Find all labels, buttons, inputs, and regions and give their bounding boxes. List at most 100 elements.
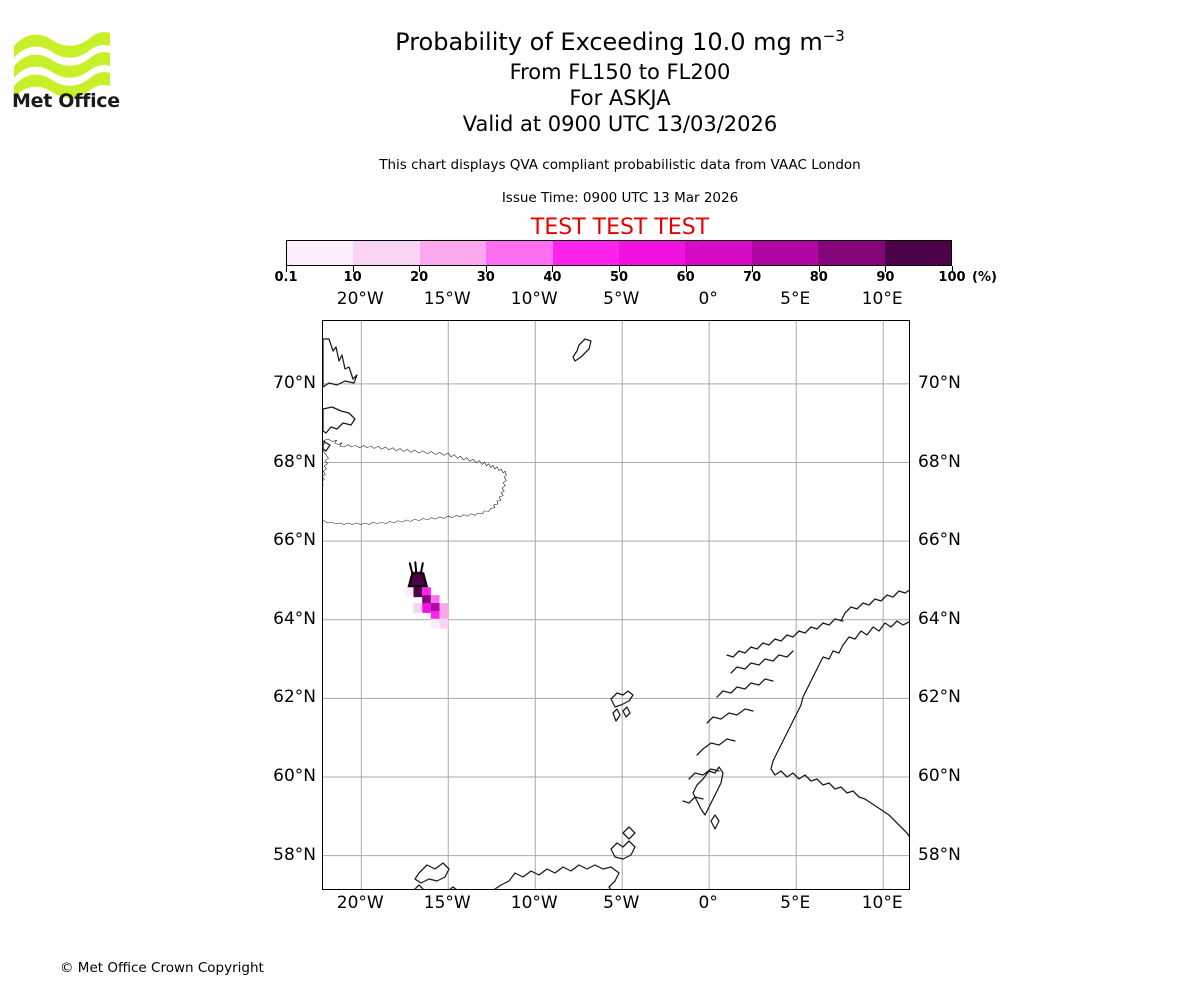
chart-title-block: Probability of Exceeding 10.0 mg m−3 Fro… <box>180 26 1060 137</box>
latitude-label-left: 62°N <box>273 687 316 708</box>
ash-cell <box>439 603 449 613</box>
title-text: Probability of Exceeding 10.0 mg m <box>395 28 823 56</box>
colorbar-tick-label: 80 <box>809 270 828 285</box>
norway-coastline <box>682 589 909 838</box>
latitude-label-right: 70°N <box>918 372 961 393</box>
copyright-notice: © Met Office Crown Copyright <box>60 960 264 976</box>
colorbar-band-9 <box>884 241 952 265</box>
latitude-label-right: 62°N <box>918 687 961 708</box>
volcano-eruption-icon <box>414 561 418 575</box>
colorbar-band-7 <box>751 241 819 265</box>
colorbar-band-2 <box>419 241 487 265</box>
latitude-label-left: 64°N <box>273 608 316 629</box>
colorbar-tick <box>818 266 820 272</box>
longitude-label: 0° <box>698 289 718 309</box>
latitude-label-left: 60°N <box>273 766 316 786</box>
colorbar-tick-labels: 0.1 10 20 30 40 50 60 70 80 90 100 <box>274 270 965 288</box>
colorbar-tick-label: 30 <box>476 270 495 285</box>
longitude-label: 10°W <box>510 893 558 913</box>
map-panel[interactable] <box>322 320 910 890</box>
map-canvas <box>323 321 909 889</box>
colorbar-tick <box>552 266 554 272</box>
ash-cell <box>422 595 431 606</box>
colorbar-tick <box>419 266 421 272</box>
latitude-label-right: 68°N <box>918 451 961 472</box>
colorbar-tick-label: 60 <box>676 270 695 285</box>
coastlines <box>323 338 724 889</box>
colorbar-tick-label: 100 <box>938 270 966 285</box>
volcano-subtitle: For ASKJA <box>569 86 671 110</box>
colorbar-tick-label: 20 <box>410 270 429 285</box>
volcano-marker <box>407 561 429 588</box>
volcano-eruption-icon <box>419 562 424 575</box>
ash-cell <box>430 603 440 613</box>
volcano-cone-icon <box>407 572 429 588</box>
longitude-label: 15°W <box>423 289 471 309</box>
longitude-label: 0° <box>698 893 718 913</box>
colorbar-unit-label: (%) <box>972 270 997 285</box>
latitude-label-right: 58°N <box>918 844 961 865</box>
colorbar-band-3 <box>486 241 553 265</box>
colorbar-tick <box>485 266 487 272</box>
longitude-label: 10°E <box>861 893 903 913</box>
ash-cell <box>422 587 431 598</box>
chart-description: This chart displays QVA compliant probab… <box>379 157 861 173</box>
longitude-label: 20°W <box>336 289 384 309</box>
colorbar-band-4 <box>552 241 620 265</box>
colorbar-tick <box>352 266 354 272</box>
colorbar-tick-label: 70 <box>743 270 762 285</box>
probability-colorbar <box>286 240 952 266</box>
longitude-label: 10°E <box>861 289 903 309</box>
ash-cell <box>430 595 440 606</box>
ash-cell <box>413 587 423 598</box>
latitude-label-left: 66°N <box>273 530 316 551</box>
met-office-logo <box>14 32 110 98</box>
ash-cell <box>430 610 440 621</box>
colorbar-band-1 <box>353 241 420 265</box>
colorbar-tick <box>952 266 953 272</box>
latitude-label-left: 58°N <box>273 844 316 865</box>
ash-cell <box>430 618 440 629</box>
colorbar-gradient <box>286 240 952 266</box>
colorbar-band-0 <box>287 241 354 265</box>
colorbar-tick-label: 40 <box>543 270 562 285</box>
longitude-label: 5°W <box>603 289 640 309</box>
ash-cell <box>404 587 414 598</box>
latitude-label-right: 64°N <box>918 608 961 629</box>
issue-time-label: Issue Time: 0900 UTC 13 Mar 2026 <box>501 190 739 206</box>
ash-cell <box>439 610 449 621</box>
valid-time-subtitle: Valid at 0900 UTC 13/03/2026 <box>462 112 778 136</box>
colorbar-band-6 <box>685 241 752 265</box>
page-title: Probability of Exceeding 10.0 mg m−3 <box>180 26 1060 59</box>
colorbar-tick-label: 0.1 <box>274 270 298 285</box>
latitude-label-left: 68°N <box>273 451 316 472</box>
colorbar-tick-label: 50 <box>609 270 629 285</box>
flight-level-subtitle: From FL150 to FL200 <box>509 60 731 84</box>
longitude-label: 5°W <box>603 893 640 913</box>
latitude-label-right: 60°N <box>918 766 961 786</box>
longitude-label: 5°E <box>780 289 811 309</box>
latitude-label-right: 66°N <box>918 530 961 551</box>
colorbar-tick-label: 90 <box>876 270 895 285</box>
colorbar-band-8 <box>818 241 885 265</box>
met-office-wordmark: Met Office <box>12 90 120 112</box>
colorbar-tick <box>286 266 287 272</box>
latitude-label-left: 70°N <box>273 372 316 393</box>
ash-cell <box>413 603 423 613</box>
volcano-eruption-icon <box>408 562 414 575</box>
test-banner: TEST TEST TEST <box>530 215 710 240</box>
colorbar-band-5 <box>619 241 686 265</box>
map-gridlines <box>323 321 909 889</box>
ash-cell <box>439 618 449 629</box>
title-exponent: −3 <box>822 27 845 45</box>
colorbar-tick <box>752 266 754 272</box>
longitude-label: 5°E <box>780 893 811 913</box>
longitude-label: 10°W <box>510 289 558 309</box>
longitude-label: 20°W <box>336 893 384 913</box>
colorbar-tick <box>685 266 687 272</box>
longitude-label: 15°W <box>423 893 471 913</box>
colorbar-tick-label: 10 <box>343 270 362 285</box>
ash-cell <box>422 603 431 613</box>
colorbar-tick <box>885 266 887 272</box>
colorbar-ticks <box>286 266 953 274</box>
